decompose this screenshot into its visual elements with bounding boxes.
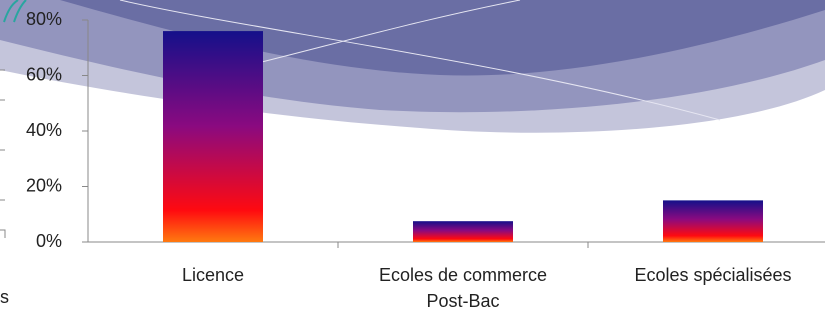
x-tick-label: Ecoles de commerce Post-Bac: [358, 262, 568, 314]
y-tick-label: 40%: [26, 120, 62, 140]
y-tick-label: 20%: [26, 175, 62, 195]
text-fragment: s: [0, 287, 9, 308]
y-tick-label: 0%: [36, 231, 62, 251]
x-tick-label: Licence: [108, 262, 318, 288]
y-tick-label: 80%: [26, 9, 62, 29]
page: 0% 20% 40% 60% 80% s Licence Ecoles de commer…: [0, 0, 825, 319]
bar: [663, 200, 763, 242]
bar: [163, 31, 263, 242]
y-tick-label: 60%: [26, 64, 62, 84]
x-tick-label: Ecoles spécialisées: [608, 262, 818, 288]
bar: [413, 221, 513, 242]
